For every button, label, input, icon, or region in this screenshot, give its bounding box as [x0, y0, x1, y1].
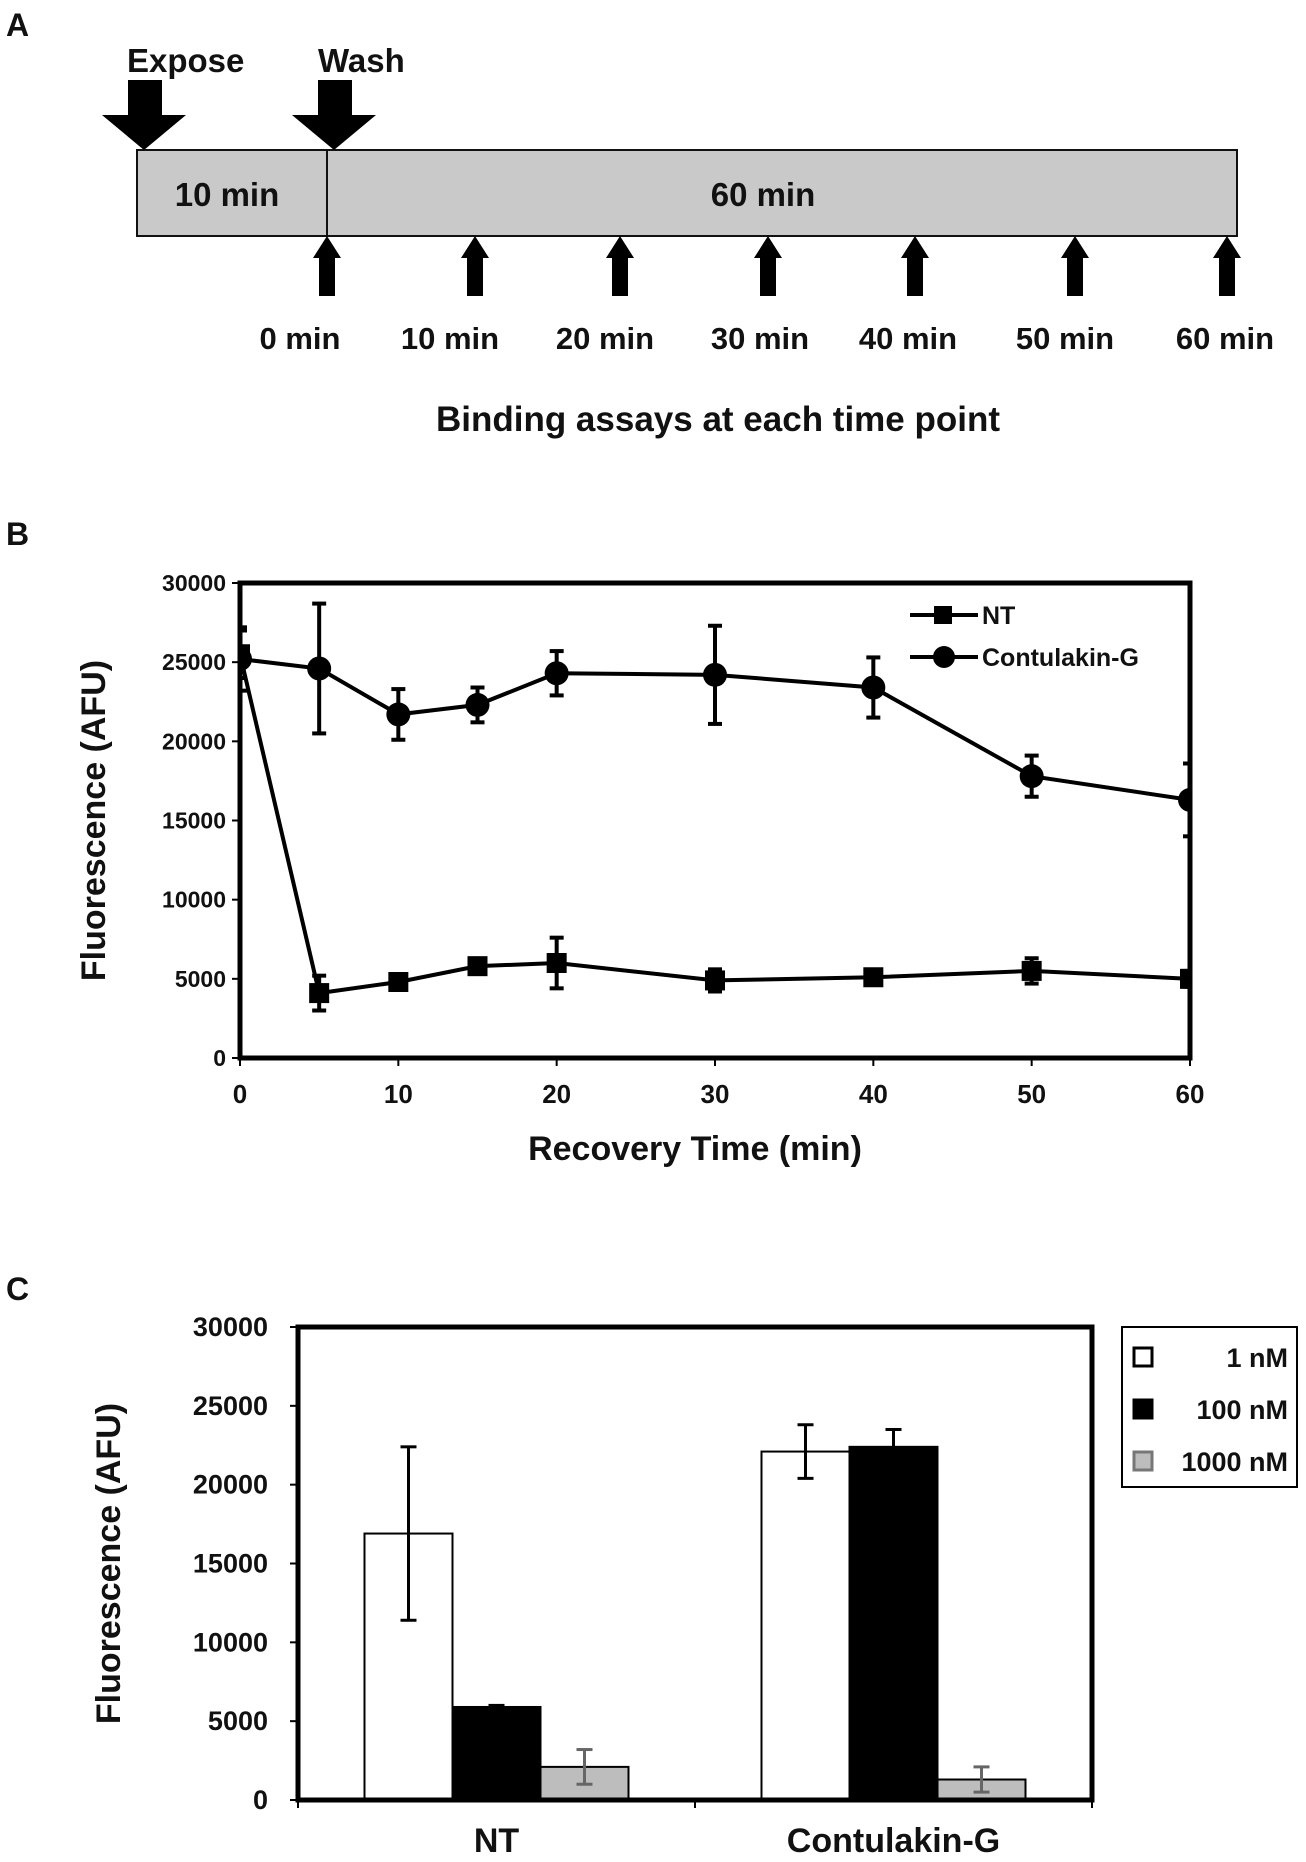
legend-swatch	[1132, 1398, 1154, 1420]
data-point-contulakin-g	[1019, 764, 1044, 789]
up-arrow-icon	[1213, 236, 1241, 296]
up-arrow-icon	[901, 236, 929, 296]
y-tick-label: 25000	[193, 1391, 268, 1421]
y-tick-label: 0	[253, 1785, 268, 1815]
expose-arrow-icon	[102, 80, 186, 150]
y-tick-label: 10000	[162, 887, 226, 913]
wash-arrow-icon	[292, 80, 376, 150]
legend-label: 1 nM	[1226, 1343, 1288, 1373]
exposure-bar	[136, 149, 328, 237]
y-tick-label: 5000	[175, 966, 226, 992]
data-point-contulakin-g	[1178, 787, 1190, 812]
panel-c: C 0 5000 10000 15000 20000 25000 30000 Fluoresc…	[6, 1271, 1298, 1860]
bar	[451, 1705, 542, 1802]
y-tick-label: 20000	[193, 1470, 268, 1500]
plot-frame	[237, 580, 1193, 1061]
panel-c-label: C	[6, 1271, 29, 1307]
data-point-contulakin-g	[386, 702, 411, 727]
legend-label: NT	[982, 602, 1015, 630]
up-arrow-icon	[754, 236, 782, 296]
timeline-caption: Binding assays at each time point	[436, 400, 1000, 439]
panel-a: A Expose Wash 10 min 60 min 0 min 10 min 2…	[6, 7, 1274, 439]
x-tick-label: 40	[859, 1079, 888, 1109]
legend-label: Contulakin-G	[982, 644, 1139, 672]
up-arrow-icon	[461, 236, 489, 296]
x-tick-label: 50	[1017, 1079, 1046, 1109]
timepoint-label: 20 min	[556, 321, 654, 356]
data-point-contulakin-g	[703, 662, 727, 687]
timepoint-label: 50 min	[1016, 321, 1114, 356]
data-point-contulakin-g	[544, 661, 569, 686]
y-axis-title: Fluorescence (AFU)	[75, 660, 113, 981]
expose-label: Expose	[127, 42, 244, 79]
y-tick-label: 20000	[162, 728, 226, 754]
bar	[848, 1445, 939, 1801]
x-tick-label: 10	[384, 1079, 413, 1109]
panel-a-label: A	[6, 7, 29, 43]
exposure-duration-label: 10 min	[175, 176, 280, 213]
timepoint-label: 40 min	[859, 321, 957, 356]
x-tick-label: 30	[701, 1079, 730, 1109]
y-tick-label: 15000	[193, 1549, 268, 1579]
data-point-nt	[1021, 960, 1042, 981]
recovery-bar	[326, 149, 1238, 237]
legend-marker-circle	[933, 646, 955, 668]
category-label: NT	[474, 1822, 520, 1860]
line-chart: 0 5000 10000 15000 20000 25000 30000 0 10 20 30 40 5…	[75, 570, 1204, 1168]
timepoint-label: 60 min	[1176, 321, 1274, 356]
legend-label: 1000 nM	[1181, 1447, 1288, 1477]
data-point-nt	[1180, 968, 1190, 989]
legend-swatch	[1132, 1450, 1154, 1472]
timepoint-label: 10 min	[401, 321, 499, 356]
y-tick-label: 5000	[208, 1706, 268, 1736]
y-tick-label: 15000	[162, 808, 226, 834]
panel-b: B 0 5000 10000 15000 20000 25000 30000 0 10 20 30 4…	[6, 516, 1204, 1168]
panel-b-label: B	[6, 516, 29, 552]
y-tick-label: 10000	[193, 1627, 268, 1657]
data-point-nt	[309, 983, 330, 1004]
recovery-duration-label: 60 min	[711, 176, 816, 213]
data-point-contulakin-g	[465, 692, 490, 717]
x-axis-title: Recovery Time (min)	[528, 1130, 862, 1168]
data-point-contulakin-g	[861, 675, 886, 700]
data-point-contulakin-g	[240, 647, 252, 671]
bar-chart: 0 5000 10000 15000 20000 25000 30000 Fluorescen…	[90, 1312, 1298, 1860]
up-arrow-icon	[1061, 236, 1089, 296]
timepoint-label: 0 min	[260, 321, 341, 356]
bar	[760, 1450, 851, 1801]
timepoint-arrows	[313, 236, 1241, 296]
data-point-nt	[705, 970, 725, 991]
up-arrow-icon	[606, 236, 634, 296]
timepoint-label: 30 min	[711, 321, 809, 356]
legend-marker-square	[934, 606, 952, 624]
x-tick-label: 0	[233, 1079, 247, 1109]
y-tick-label: 0	[213, 1045, 226, 1071]
y-tick-label: 30000	[193, 1312, 268, 1342]
data-point-nt	[546, 953, 567, 973]
data-point-nt	[863, 967, 884, 988]
category-label: Contulakin-G	[787, 1822, 1000, 1860]
legend-swatch	[1132, 1346, 1154, 1368]
data-point-contulakin-g	[307, 656, 332, 681]
y-tick-label: 25000	[162, 649, 226, 675]
x-tick-label: 60	[1176, 1079, 1205, 1109]
legend-label: 100 nM	[1196, 1395, 1288, 1425]
data-point-nt	[388, 972, 409, 992]
wash-label: Wash	[318, 42, 405, 79]
y-tick-label: 30000	[162, 570, 226, 596]
plot-frame	[295, 1324, 1095, 1803]
plot-area	[240, 601, 1190, 1013]
data-point-nt	[467, 956, 488, 977]
x-tick-label: 20	[542, 1079, 571, 1109]
y-axis-title: Fluorescence (AFU)	[90, 1403, 128, 1724]
up-arrow-icon	[313, 236, 341, 296]
timepoint-labels: 0 min 10 min 20 min 30 min 40 min 50 min 60 mi…	[260, 321, 1275, 356]
